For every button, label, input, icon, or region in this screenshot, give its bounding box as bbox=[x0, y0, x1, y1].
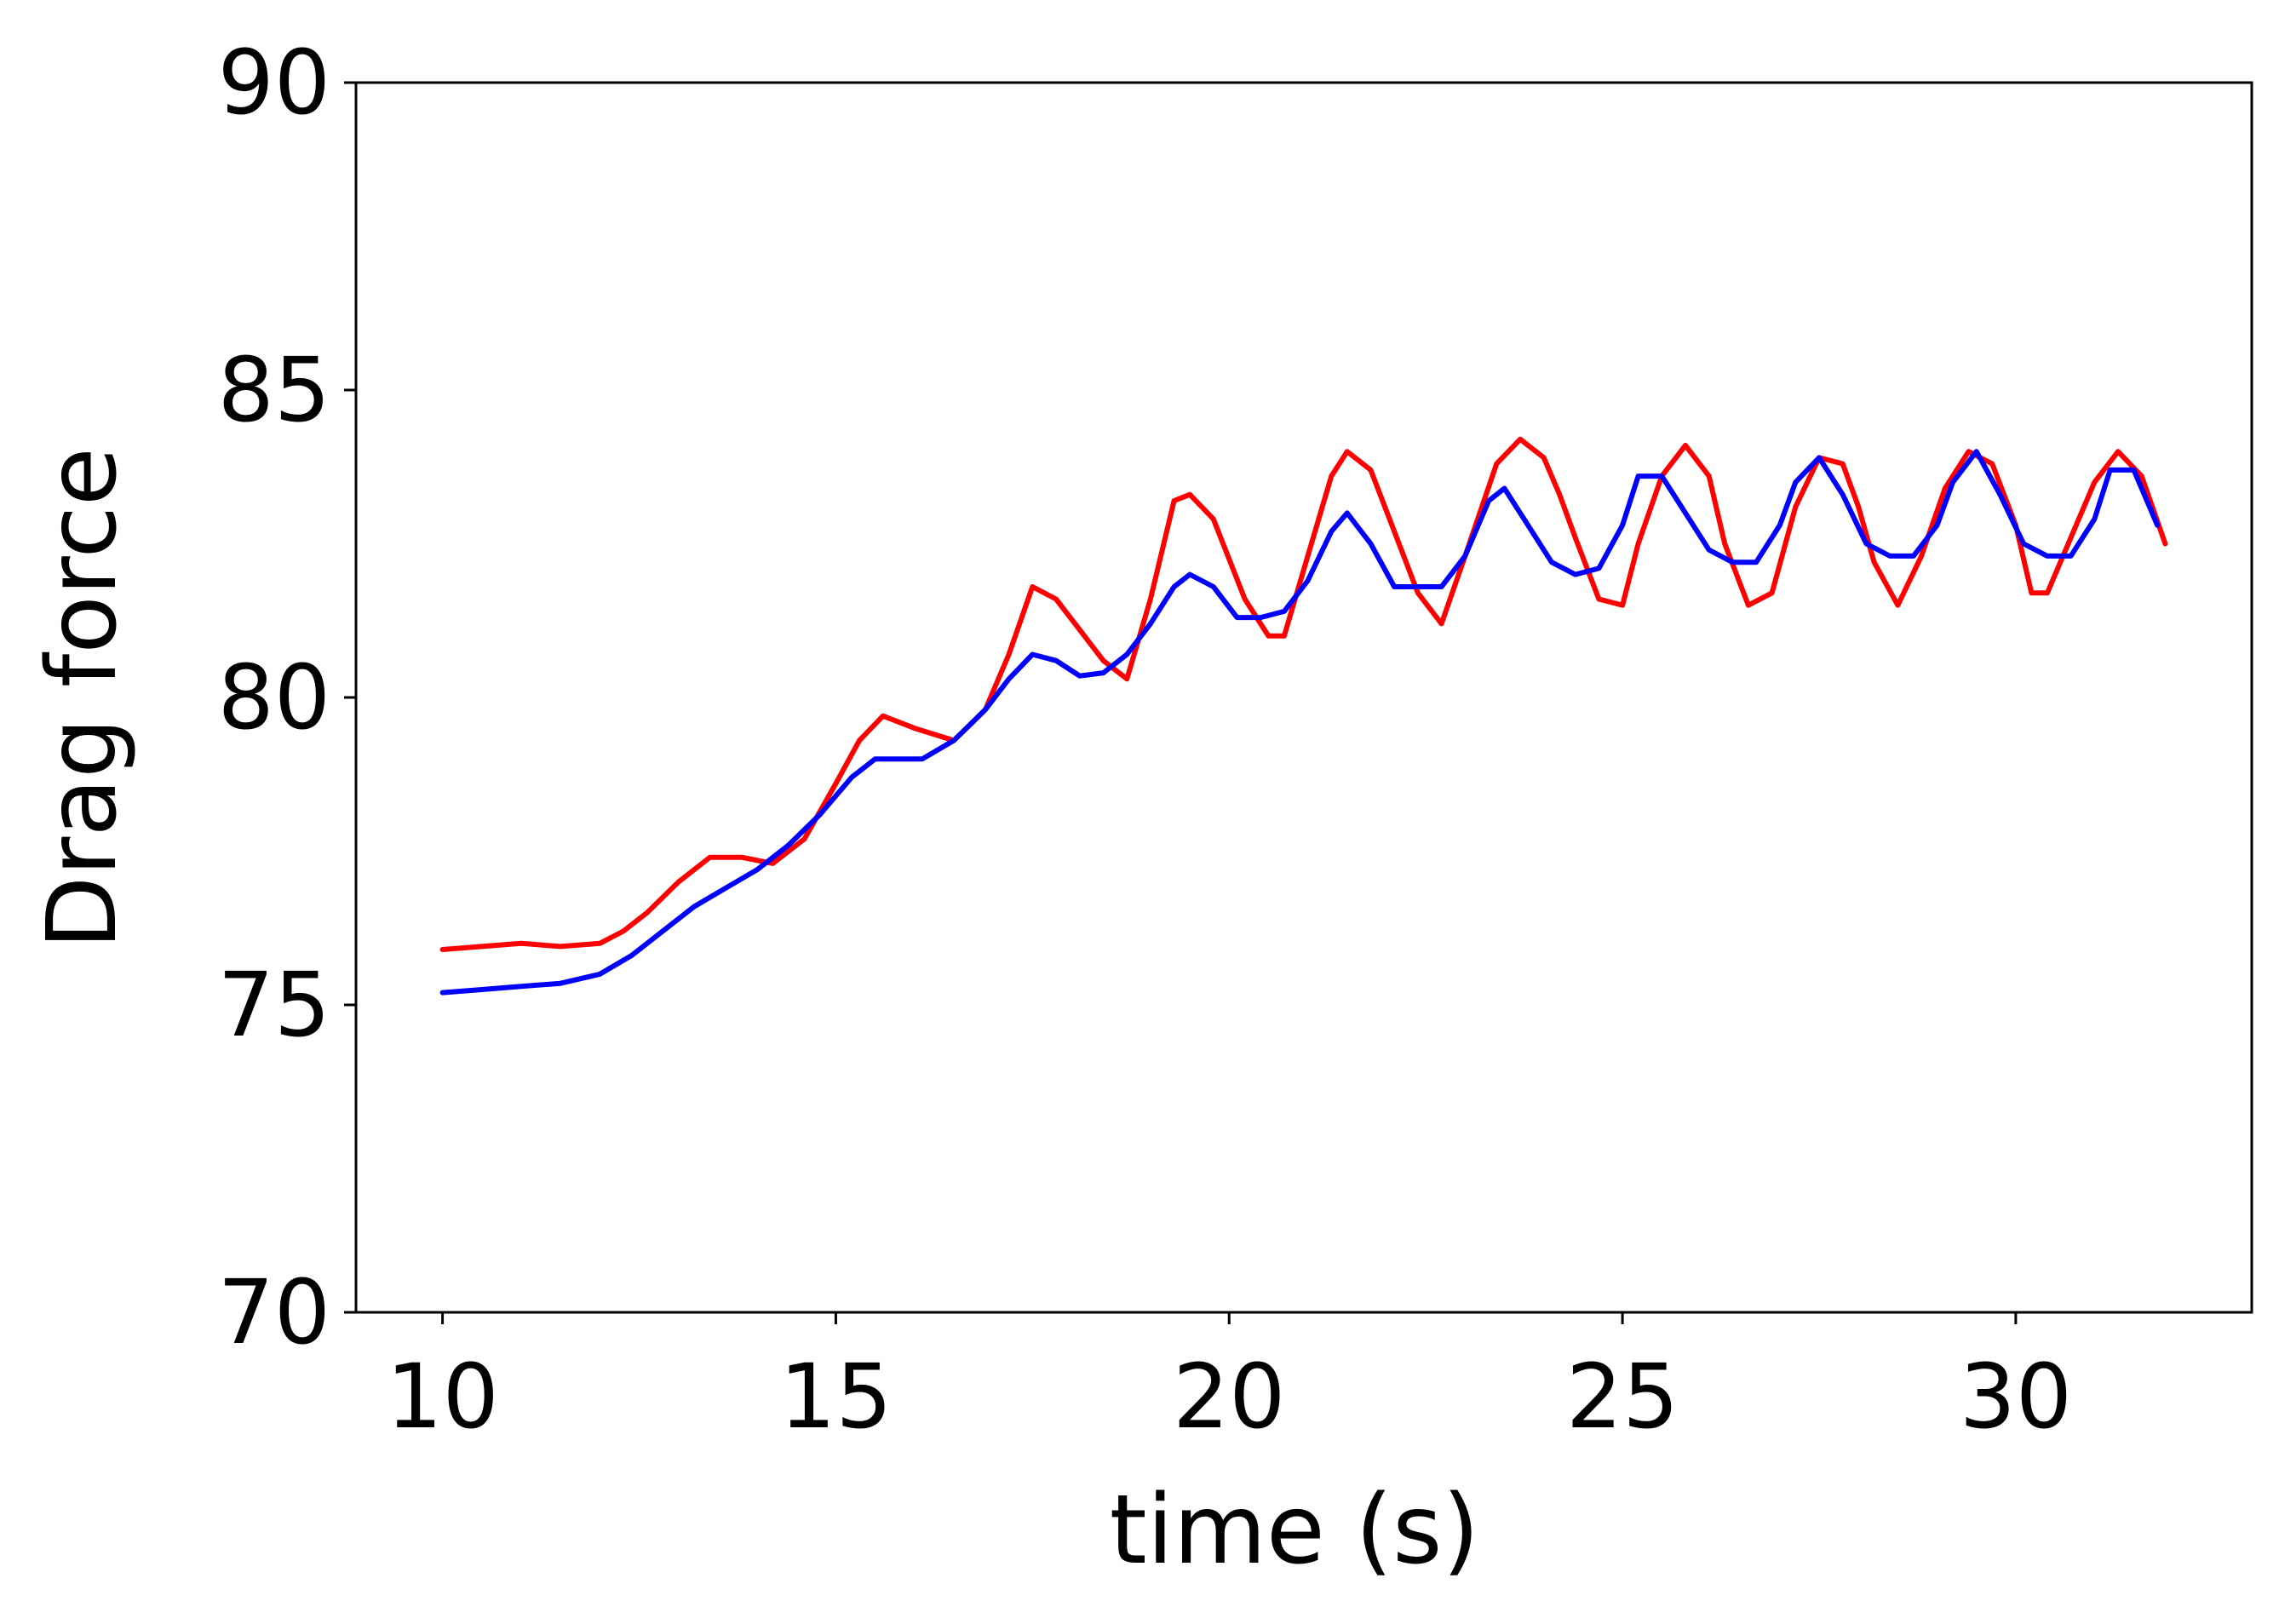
y-axis-ticks: 70 75 80 85 90 bbox=[218, 31, 356, 1364]
x-tick-label: 25 bbox=[1566, 1345, 1679, 1449]
y-tick-label: 80 bbox=[218, 646, 330, 749]
x-tick-label: 20 bbox=[1173, 1345, 1285, 1449]
x-axis-ticks: 10 15 20 25 30 bbox=[386, 1312, 2072, 1449]
x-tick-label: 15 bbox=[779, 1345, 892, 1449]
y-tick-label: 75 bbox=[218, 953, 330, 1057]
series-group bbox=[439, 436, 2168, 996]
y-tick-label: 85 bbox=[218, 338, 330, 442]
y-axis-label: Drag force bbox=[27, 447, 138, 950]
series-line-2 bbox=[439, 449, 2161, 996]
y-tick-label: 70 bbox=[218, 1260, 330, 1364]
x-axis-label: time (s) bbox=[1110, 1475, 1479, 1586]
series-line-1 bbox=[439, 436, 2168, 952]
y-tick-label: 90 bbox=[218, 31, 330, 135]
x-tick-label: 10 bbox=[386, 1345, 498, 1449]
x-tick-label: 30 bbox=[1960, 1345, 2072, 1449]
plot-area bbox=[356, 83, 2252, 1312]
